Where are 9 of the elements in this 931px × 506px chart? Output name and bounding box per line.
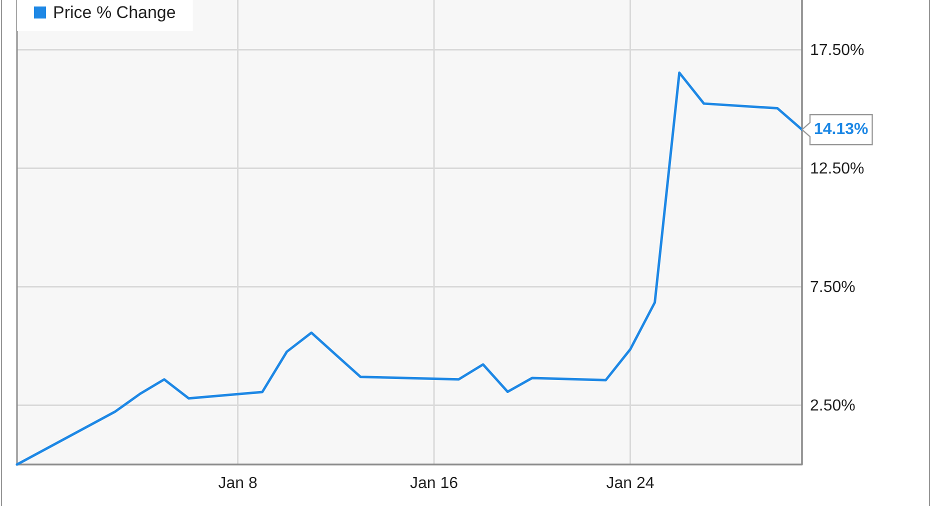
x-tick-label: Jan 8 — [218, 474, 258, 492]
data-label: 14.13% — [814, 121, 868, 138]
y-tick-label: 2.50% — [810, 397, 856, 414]
y-tick-label: 12.50% — [810, 160, 864, 178]
y-tick-label: 17.50% — [810, 42, 864, 59]
x-tick-label: Jan 16 — [410, 474, 458, 492]
y-tick-label: 7.50% — [810, 278, 856, 296]
x-tick-label: Jan 24 — [606, 474, 654, 492]
legend-label: Price % Change — [53, 3, 176, 22]
